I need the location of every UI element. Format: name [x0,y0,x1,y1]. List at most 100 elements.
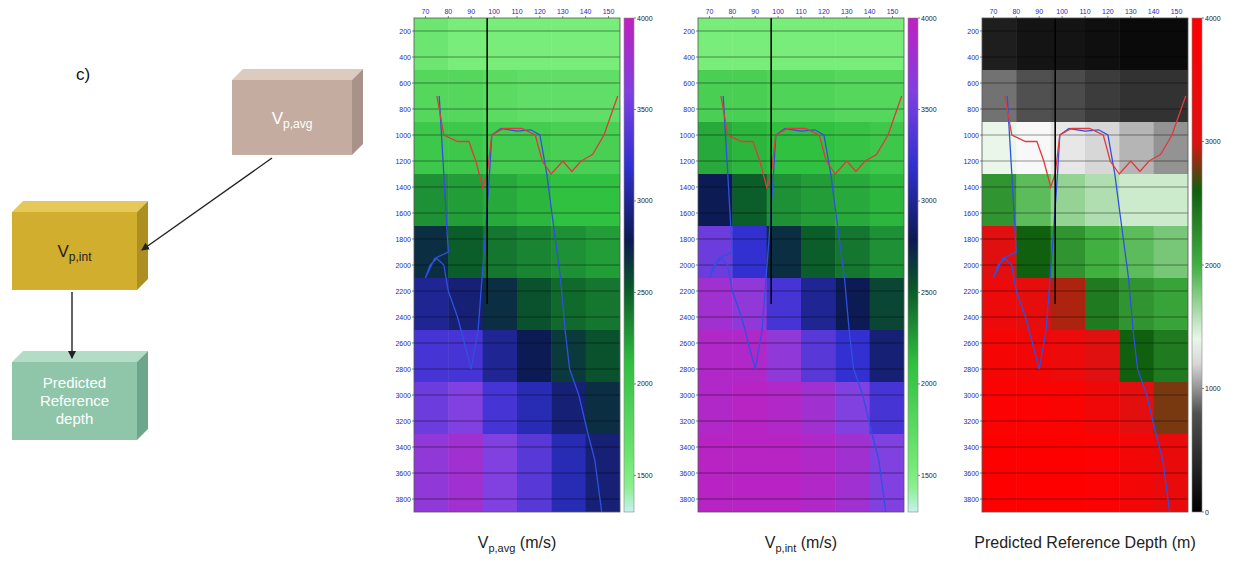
caption-main: Predicted Reference Depth [974,534,1167,551]
x-tick-label: 90 [1035,8,1043,15]
y-tick [980,239,982,240]
y-tick-label: 2400 [963,314,979,321]
node-label-sub: p,avg [283,117,312,131]
cell [1016,174,1051,227]
cell [835,278,870,331]
log-curve [1054,18,1056,304]
section-panel: 2004006008001000120014001600180020002200… [679,8,936,554]
cell [448,70,483,123]
y-tick [412,161,414,162]
x-tick-label: 120 [534,8,546,15]
x-tick [1130,16,1131,18]
y-tick [980,161,982,162]
colorbar-tick-label: 3000 [637,197,653,204]
cell [1154,122,1188,175]
x-tick [1107,16,1108,18]
caption-sub: p,int [776,542,797,554]
plot-area [414,18,620,512]
grid-line [698,473,904,474]
y-tick [412,265,414,266]
grid-line [414,395,620,396]
x-tick [823,16,824,18]
cell [586,70,620,123]
log-curve [721,96,902,187]
cell [835,122,870,175]
grid-line [414,291,620,292]
y-tick [412,343,414,344]
plot-area [982,18,1188,512]
y-tick [980,83,982,84]
grid-line [698,265,904,266]
colorbar-tick-label: 2500 [921,289,937,296]
caption-sub: p,avg [488,542,515,554]
y-tick [980,135,982,136]
x-tick-label: 150 [887,8,899,15]
grid-line [414,317,620,318]
cell [1051,330,1086,383]
cell [732,226,767,279]
cell [483,330,518,383]
y-tick [980,447,982,448]
y-tick [980,421,982,422]
cell [414,382,449,435]
y-tick [412,135,414,136]
cell [732,382,767,435]
cell [517,382,552,435]
y-tick [412,317,414,318]
grid-line [698,291,904,292]
y-tick-label: 2200 [679,288,695,295]
cell [982,70,1017,123]
cell [517,70,552,123]
cell [982,330,1017,383]
cell [698,278,733,331]
grid-line [982,83,1188,84]
colorbar-tick-label: 0 [1205,509,1209,516]
box-side [137,201,148,290]
colorbar-tick [1202,265,1204,266]
y-tick [696,109,698,110]
cell [870,174,904,227]
cell [551,278,586,331]
box-front [232,80,352,155]
node-label-main: V [272,109,284,128]
cell [982,226,1017,279]
cell [982,382,1017,435]
y-tick-label: 3600 [395,470,411,477]
colorbar-tick-label: 2500 [637,289,653,296]
colorbar-tick-label: 1000 [1205,385,1221,392]
x-tick [425,16,426,18]
x-tick [517,16,518,18]
cell [517,330,552,383]
y-tick-label: 2000 [679,262,695,269]
cell [1085,174,1120,227]
cell [414,70,449,123]
y-tick [412,31,414,32]
y-tick-label: 600 [683,80,695,87]
colorbar-tick [634,18,636,19]
cell [870,226,904,279]
section-panel: 2004006008001000120014001600180020002200… [963,8,1220,551]
cell [1119,382,1154,435]
grid-line [698,57,904,58]
grid-line [698,109,904,110]
y-tick [412,213,414,214]
x-tick-label: 110 [511,8,522,15]
x-tick [755,16,756,18]
y-tick [412,473,414,474]
box-top [12,201,148,212]
grid-line [414,109,620,110]
y-tick [696,291,698,292]
y-tick-label: 200 [967,28,979,35]
cell [414,278,449,331]
colorbar-tick-label: 3000 [1205,138,1221,145]
cell [586,330,620,383]
y-tick [696,473,698,474]
cell [801,278,836,331]
y-tick [696,135,698,136]
figure: c)Vp,avgVp,intPredictedReferencedepth200… [0,0,1248,574]
y-tick [980,31,982,32]
node-label: Vp,avg [272,109,313,131]
cell [517,174,552,227]
grid-line [982,317,1188,318]
grid-line [982,473,1188,474]
